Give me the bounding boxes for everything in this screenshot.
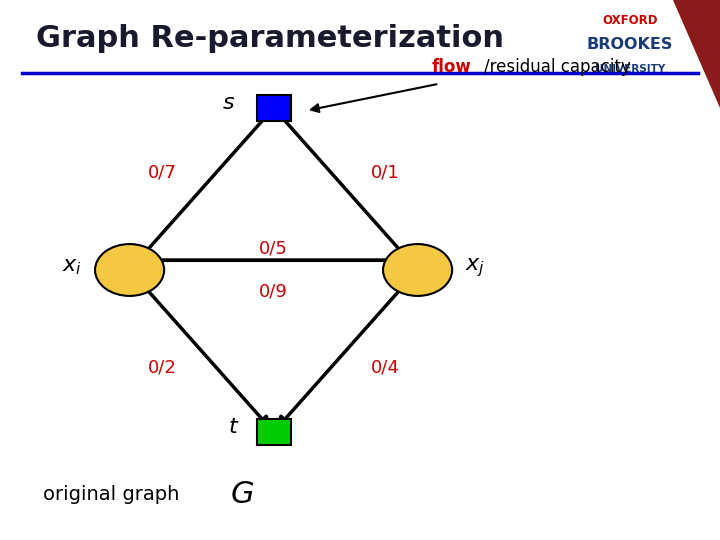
Text: $x_j$: $x_j$ — [465, 256, 485, 279]
Polygon shape — [673, 0, 720, 108]
Text: $t$: $t$ — [228, 416, 240, 437]
Text: 0/1: 0/1 — [371, 164, 400, 182]
Text: $x_i$: $x_i$ — [62, 257, 82, 278]
Text: 0/9: 0/9 — [259, 282, 288, 301]
Text: flow: flow — [432, 58, 472, 77]
FancyBboxPatch shape — [256, 419, 291, 445]
Text: G: G — [230, 480, 254, 509]
Text: BROOKES: BROOKES — [587, 37, 673, 52]
Text: 0/4: 0/4 — [371, 358, 400, 376]
Circle shape — [95, 244, 164, 296]
Text: OXFORD: OXFORD — [602, 14, 658, 26]
Text: Graph Re-parameterization: Graph Re-parameterization — [36, 24, 504, 53]
Text: UNIVERSITY: UNIVERSITY — [595, 64, 665, 74]
Text: original graph: original graph — [43, 484, 179, 504]
Text: 0/5: 0/5 — [259, 239, 288, 258]
Text: /residual capacity: /residual capacity — [484, 58, 631, 77]
Text: 0/2: 0/2 — [148, 358, 176, 376]
Circle shape — [383, 244, 452, 296]
Text: $s$: $s$ — [222, 92, 235, 113]
Text: 0/7: 0/7 — [148, 164, 176, 182]
FancyBboxPatch shape — [256, 95, 291, 121]
